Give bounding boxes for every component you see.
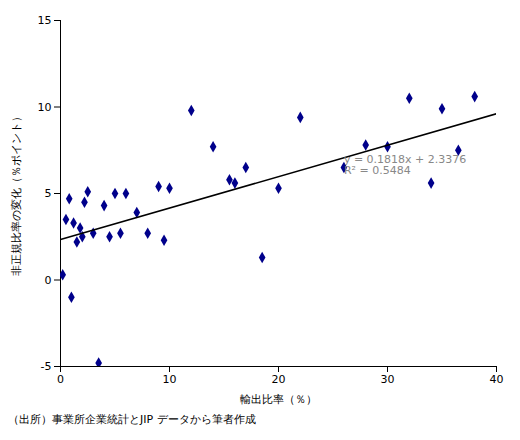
svg-text:輸出比率（％）: 輸出比率（％） (240, 393, 317, 406)
svg-text:30: 30 (381, 373, 395, 386)
svg-text:10: 10 (163, 373, 177, 386)
svg-text:5: 5 (45, 187, 52, 200)
svg-text:15: 15 (38, 14, 52, 27)
svg-text:20: 20 (272, 373, 286, 386)
html-text:（出所）事業所企業統計とJIP データから筆者作成: （出所）事業所企業統計とJIP データから筆者作成 (8, 413, 256, 426)
svg-text:-5: -5 (41, 360, 52, 373)
svg-text:40: 40 (490, 373, 504, 386)
svg-text:0: 0 (45, 274, 52, 287)
svg-text:y = 0.1818x + 2.3376R² = 0.548: y = 0.1818x + 2.3376R² = 0.5484 (344, 153, 466, 177)
svg-text:10: 10 (38, 101, 52, 114)
svg-text:非正規比率の変化（％ポイント）: 非正規比率の変化（％ポイント） (10, 111, 23, 276)
svg-text:0: 0 (57, 373, 64, 386)
